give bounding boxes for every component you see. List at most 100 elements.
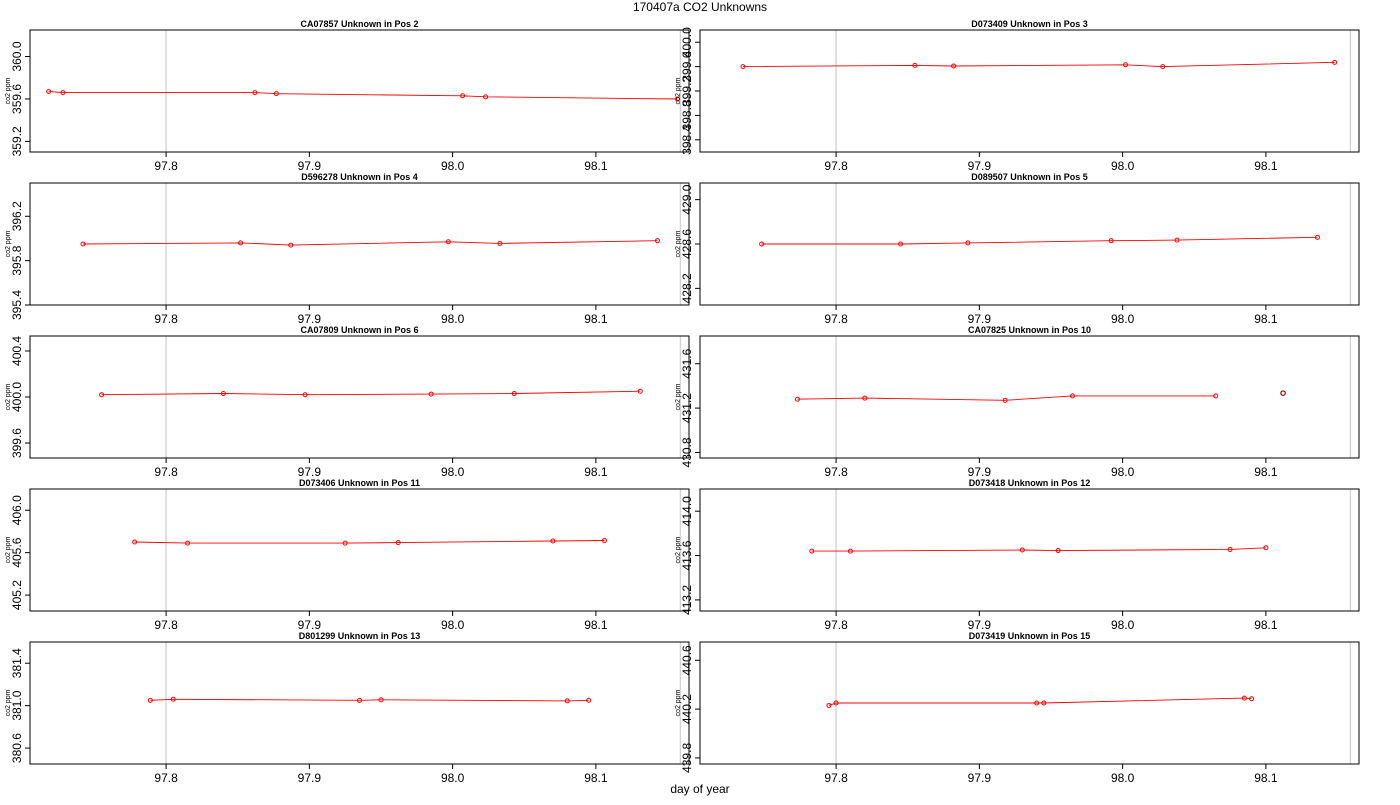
panel-9: D801299 Unknown in Pos 13 97.8 97.9 98.0 98.… xyxy=(5,631,690,785)
plot-frame xyxy=(699,641,1360,765)
y-axis-label: co2 ppm xyxy=(5,77,12,104)
x-tick-label: 97.8 xyxy=(154,618,178,632)
data-point xyxy=(342,540,348,546)
data-point xyxy=(912,62,918,68)
data-point xyxy=(740,64,746,70)
y-tick-label: 414.0 xyxy=(680,496,694,526)
x-tick-label: 98.0 xyxy=(1111,771,1135,785)
y-tick-label: 359.6 xyxy=(10,84,24,114)
data-point xyxy=(550,538,556,544)
data-point xyxy=(1227,546,1233,552)
data-point xyxy=(1019,547,1025,553)
panel-title: CA07825 Unknown in Pos 10 xyxy=(968,325,1091,335)
x-tick-label: 97.8 xyxy=(824,465,848,479)
data-point xyxy=(965,240,971,246)
x-axis-label: day of year xyxy=(670,782,729,796)
data-point xyxy=(862,395,868,401)
x-tick-label: 97.8 xyxy=(154,465,178,479)
data-point xyxy=(147,697,153,703)
x-tick-label: 97.9 xyxy=(298,618,322,632)
y-tick-label: 396.2 xyxy=(10,201,24,231)
y-tick-label: 413.6 xyxy=(680,540,694,570)
data-point xyxy=(564,698,570,704)
data-point xyxy=(1122,62,1128,68)
y-tick-label: 359.2 xyxy=(10,126,24,156)
data-point xyxy=(445,239,451,245)
x-tick-label: 97.9 xyxy=(298,771,322,785)
panel-8: D073418 Unknown in Pos 12 97.8 97.9 98.0 98.… xyxy=(675,478,1360,632)
panel-3: D596278 Unknown in Pos 4 97.8 97.9 98.0 98.1… xyxy=(5,172,690,326)
panel-title: CA07809 Unknown in Pos 6 xyxy=(300,325,418,335)
data-point xyxy=(378,697,384,703)
y-axis-label: co2 ppm xyxy=(5,689,12,716)
data-point xyxy=(826,702,832,708)
y-tick-label: 400.0 xyxy=(680,27,694,57)
data-point xyxy=(1174,237,1180,243)
data-point xyxy=(759,241,765,247)
panel-5: CA07809 Unknown in Pos 6 97.8 97.9 98.0 98.1… xyxy=(5,325,690,479)
series-line xyxy=(150,698,589,702)
x-tick-label: 97.8 xyxy=(824,771,848,785)
data-point xyxy=(1041,700,1047,706)
data-point xyxy=(847,548,853,554)
y-axis-label: co2 ppm xyxy=(675,536,682,563)
panel-1: CA07857 Unknown in Pos 2 97.8 97.9 98.0 98.1… xyxy=(5,19,690,173)
x-tick-label: 97.9 xyxy=(968,312,992,326)
data-point xyxy=(80,241,86,247)
plot-frame xyxy=(29,335,690,459)
data-point xyxy=(220,391,226,397)
data-point xyxy=(238,240,244,246)
data-point xyxy=(170,696,176,702)
x-tick-label: 97.8 xyxy=(154,312,178,326)
data-point xyxy=(273,91,279,97)
data-point xyxy=(951,63,957,69)
data-point xyxy=(1263,545,1269,551)
data-point xyxy=(1055,548,1061,554)
data-point xyxy=(46,89,52,95)
x-tick-label: 98.1 xyxy=(584,312,608,326)
plot-frame xyxy=(699,335,1360,459)
x-tick-label: 98.0 xyxy=(441,312,465,326)
y-tick-label: 439.8 xyxy=(680,743,694,773)
y-tick-label: 406.0 xyxy=(10,495,24,525)
y-tick-label: 405.2 xyxy=(10,580,24,610)
y-tick-label: 395.4 xyxy=(10,290,24,320)
x-tick-label: 98.0 xyxy=(1111,465,1135,479)
panel-title: D073406 Unknown in Pos 11 xyxy=(299,478,420,488)
flagged-data-point xyxy=(1280,390,1286,396)
data-point xyxy=(601,537,607,543)
plot-frame xyxy=(699,29,1360,153)
x-tick-label: 98.0 xyxy=(1111,159,1135,173)
panel-title: D089507 Unknown in Pos 5 xyxy=(971,172,1088,182)
x-tick-label: 98.0 xyxy=(1111,618,1135,632)
y-tick-label: 413.2 xyxy=(680,585,694,615)
data-point xyxy=(185,540,191,546)
data-point xyxy=(586,697,592,703)
x-tick-label: 98.1 xyxy=(1254,771,1278,785)
panel-title: CA07857 Unknown in Pos 2 xyxy=(300,19,418,29)
series-line xyxy=(48,91,678,100)
panel-title: D073409 Unknown in Pos 3 xyxy=(971,19,1088,29)
x-tick-label: 97.8 xyxy=(154,159,178,173)
y-tick-label: 400.0 xyxy=(10,382,24,412)
panel-title: D801299 Unknown in Pos 13 xyxy=(299,631,421,641)
x-tick-label: 97.9 xyxy=(968,771,992,785)
series-line xyxy=(134,540,605,544)
series-line xyxy=(811,547,1266,552)
y-axis-label: co2 ppm xyxy=(675,383,682,410)
x-tick-label: 97.9 xyxy=(968,465,992,479)
x-tick-label: 98.1 xyxy=(584,159,608,173)
y-tick-label: 428.2 xyxy=(680,273,694,303)
x-tick-label: 97.9 xyxy=(968,159,992,173)
y-tick-label: 381.0 xyxy=(10,690,24,720)
x-tick-label: 97.9 xyxy=(968,618,992,632)
data-point xyxy=(654,238,660,244)
x-tick-label: 98.0 xyxy=(441,465,465,479)
panel-10: D073419 Unknown in Pos 15 97.8 97.9 98.0 98.… xyxy=(675,631,1360,785)
y-tick-label: 399.6 xyxy=(680,51,694,81)
y-tick-label: 399.2 xyxy=(680,76,694,106)
x-tick-label: 98.1 xyxy=(584,465,608,479)
series-line xyxy=(761,236,1318,245)
y-axis-label: co2 ppm xyxy=(675,77,682,104)
